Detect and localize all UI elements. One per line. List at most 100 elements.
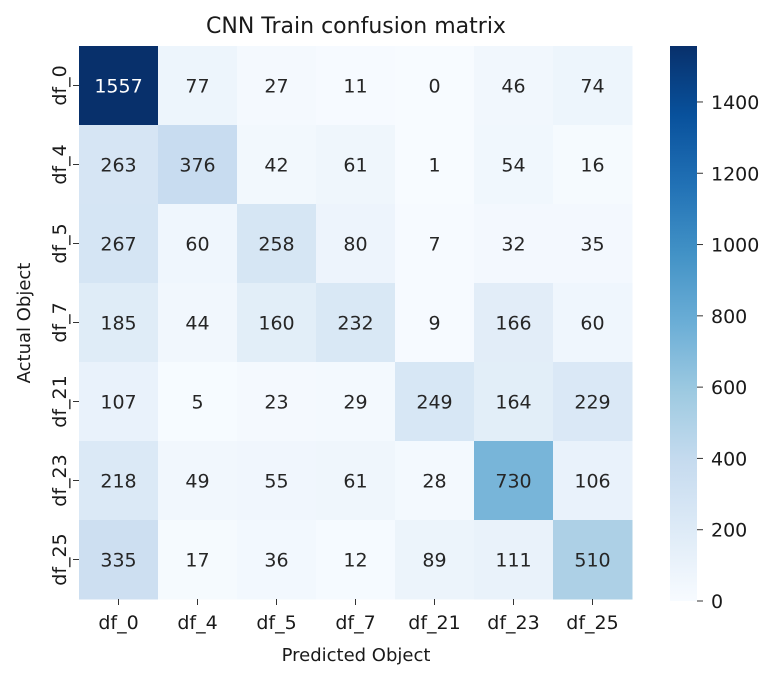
heatmap-cell [474, 441, 554, 521]
cell-value-label: 1 [428, 155, 440, 177]
cell-value-label: 1557 [94, 76, 142, 98]
y-tick-label: df_25 [49, 533, 71, 585]
cell-value-label: 74 [580, 76, 604, 98]
cell-value-label: 229 [574, 392, 610, 414]
cell-value-label: 730 [495, 471, 531, 493]
cell-value-label: 111 [495, 550, 531, 572]
heatmap-cell [395, 362, 475, 442]
y-tick-label: df_0 [49, 65, 71, 105]
heatmap-cell [553, 520, 633, 600]
cell-value-label: 11 [343, 76, 367, 98]
heatmap-cell [237, 46, 317, 126]
heatmap-cell [395, 520, 475, 600]
heatmap-cell [316, 441, 396, 521]
colorbar-tick-label: 1400 [711, 92, 759, 114]
y-tick-label: df_5 [49, 223, 71, 263]
cell-value-label: 60 [185, 234, 209, 256]
heatmap-cell [474, 283, 554, 363]
cell-value-label: 160 [258, 313, 294, 335]
cell-value-label: 17 [185, 550, 209, 572]
heatmap-cell [395, 283, 475, 363]
heatmap-cell [553, 125, 633, 205]
cell-value-label: 249 [416, 392, 452, 414]
heatmap-cell [79, 204, 159, 284]
colorbar-ticks: 0 200 400 600 800 1000 1200 1400 [697, 92, 759, 613]
colorbar-tick-label: 0 [711, 591, 723, 613]
cell-value-label: 258 [258, 234, 294, 256]
heatmap-cell [316, 362, 396, 442]
cell-value-label: 36 [264, 550, 288, 572]
heatmap-cell [158, 46, 238, 126]
heatmap-cell [474, 362, 554, 442]
cell-value-label: 164 [495, 392, 531, 414]
heatmap-cell [316, 46, 396, 126]
colorbar-tick-label: 1200 [711, 163, 759, 185]
heatmap-cell [316, 283, 396, 363]
cell-value-label: 107 [100, 392, 136, 414]
heatmap-cell [395, 204, 475, 284]
colorbar-tick-label: 200 [711, 520, 747, 542]
cell-value-label: 89 [422, 550, 446, 572]
heatmap-cell [395, 125, 475, 205]
colorbar-tick-label: 1000 [711, 235, 759, 257]
heatmap-cell [553, 46, 633, 126]
cell-value-label: 166 [495, 313, 531, 335]
heatmap-cell [316, 520, 396, 600]
heatmap-cell [474, 204, 554, 284]
colorbar-tick-label: 400 [711, 448, 747, 470]
heatmap-cell [395, 441, 475, 521]
cell-value-label: 376 [179, 155, 215, 177]
heatmap-cell-labels: 1557 77 27 11 0 46 74 263 376 42 61 1 54 16 267 60 258 80… [94, 76, 610, 572]
heatmap-cell [158, 441, 238, 521]
x-tick-label: df_7 [335, 612, 375, 634]
heatmap-cell [553, 362, 633, 442]
heatmap-cell [79, 362, 159, 442]
colorbar [670, 46, 697, 601]
heatmap-cells [79, 46, 633, 600]
chart-title: CNN Train confusion matrix [206, 14, 506, 39]
cell-value-label: 49 [185, 471, 209, 493]
heatmap-cell [158, 362, 238, 442]
x-tick-label: df_21 [408, 612, 460, 634]
heatmap-cell [158, 520, 238, 600]
cell-value-label: 27 [264, 76, 288, 98]
cell-value-label: 28 [422, 471, 446, 493]
colorbar-tick-label: 800 [711, 306, 747, 328]
cell-value-label: 42 [264, 155, 288, 177]
y-axis-label: Actual Object [14, 263, 35, 384]
heatmap-cell [79, 46, 159, 126]
cell-value-label: 55 [264, 471, 288, 493]
cell-value-label: 232 [337, 313, 373, 335]
cell-value-label: 54 [501, 155, 525, 177]
heatmap-cell [158, 283, 238, 363]
cell-value-label: 5 [191, 392, 203, 414]
heatmap-cell [79, 283, 159, 363]
cell-value-label: 218 [100, 471, 136, 493]
cell-value-label: 16 [580, 155, 604, 177]
x-tick-label: df_23 [487, 612, 539, 634]
cell-value-label: 61 [343, 155, 367, 177]
cell-value-label: 7 [428, 234, 440, 256]
cell-value-label: 29 [343, 392, 367, 414]
cell-value-label: 335 [100, 550, 136, 572]
colorbar-tick-label: 600 [711, 377, 747, 399]
x-axis-ticks: df_0 df_4 df_5 df_7 df_21 df_23 df_25 [98, 599, 619, 634]
cell-value-label: 61 [343, 471, 367, 493]
y-tick-label: df_4 [49, 144, 71, 184]
cell-value-label: 77 [185, 76, 209, 98]
cell-value-label: 267 [100, 234, 136, 256]
heatmap-cell [474, 46, 554, 126]
y-tick-label: df_7 [49, 302, 71, 342]
x-tick-label: df_4 [177, 612, 217, 634]
heatmap-cell [79, 441, 159, 521]
heatmap-cell [553, 441, 633, 521]
heatmap-cell [79, 125, 159, 205]
x-axis-label: Predicted Object [282, 645, 431, 666]
y-tick-label: df_21 [49, 375, 71, 427]
y-axis-ticks: df_0 df_4 df_5 df_7 df_21 df_23 df_25 [49, 65, 79, 586]
heatmap-cell [237, 125, 317, 205]
cell-value-label: 12 [343, 550, 367, 572]
heatmap-cell [474, 125, 554, 205]
heatmap-cell [237, 362, 317, 442]
